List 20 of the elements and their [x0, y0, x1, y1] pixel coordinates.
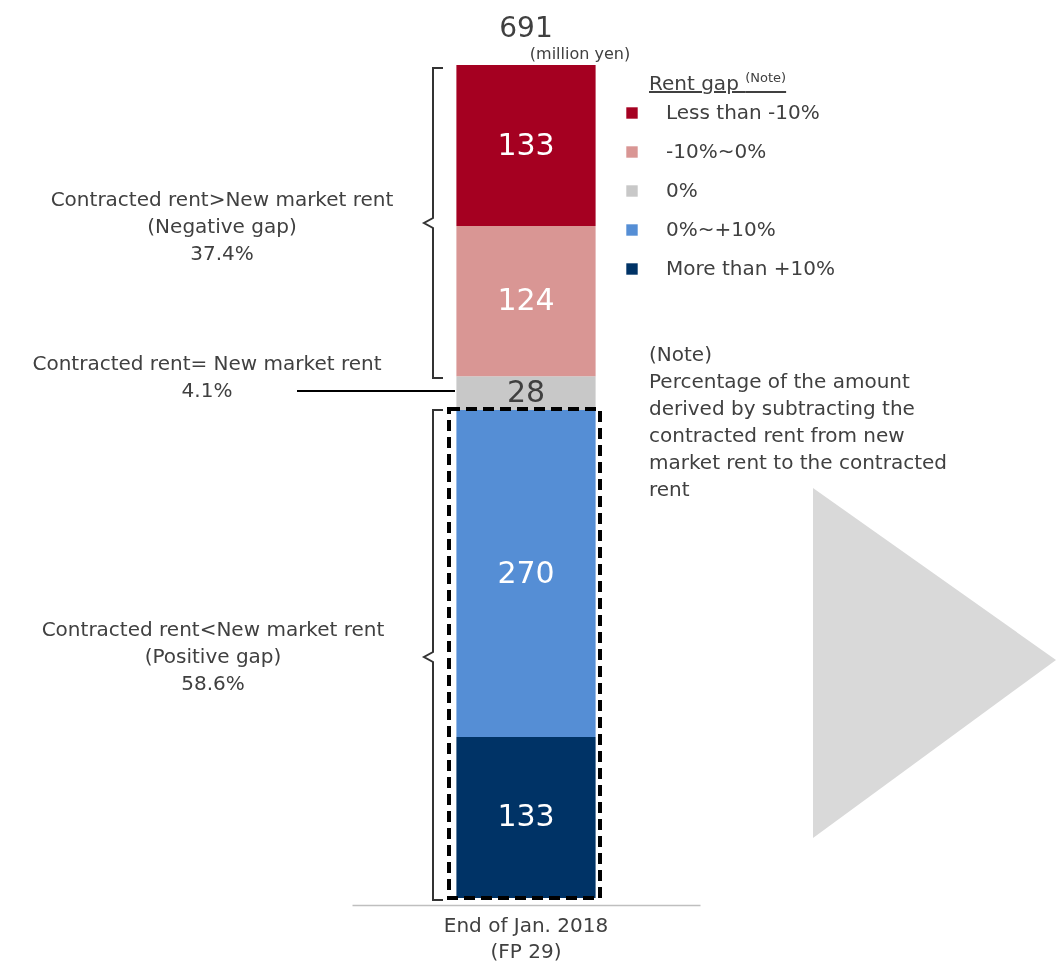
text: (Note) Percentage of the amount derived by subtracting the contracted rent from new market rent to the contracted rent: [649, 341, 947, 503]
text: Contracted rent= New market rent 4.1%: [32, 350, 382, 404]
x-tick-label: End of Jan. 2018 (FP 29): [443, 912, 609, 963]
total-label: 691: [499, 11, 553, 44]
legend-label: 0%~+10%: [666, 217, 776, 241]
legend-title: Rent gap $^{(Note)}$: [649, 69, 787, 97]
legend-label: More than +10%: [666, 256, 835, 280]
legend-label: 0%: [666, 178, 698, 202]
legend-label: -10%~0%: [666, 139, 767, 163]
bar: [456, 65, 596, 227]
text: Contracted rent>New market rent (Negative gap) 37.4%: [50, 186, 394, 267]
data-label: 270: [497, 554, 555, 590]
bar: [456, 736, 596, 898]
data-label: 133: [497, 126, 555, 162]
data-label: 124: [497, 282, 555, 318]
text: (million yen): [529, 44, 631, 64]
bar: [456, 226, 596, 377]
data-label: 28: [506, 374, 546, 410]
data-label: 133: [497, 798, 555, 834]
text: Contracted rent<New market rent (Positive gap) 58.6%: [41, 616, 385, 697]
